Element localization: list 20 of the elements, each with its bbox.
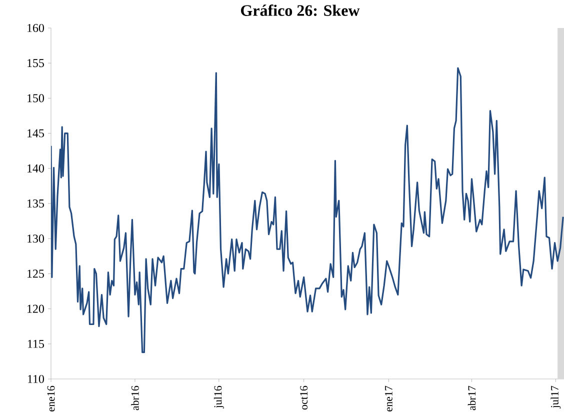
x-tick-label: jul17 [550,386,561,408]
y-tick-label: 130 [28,234,44,243]
y-tick-label: 150 [28,94,44,102]
x-tick-label: abr16 [131,386,139,410]
x-tick-label: ene16 [47,386,55,412]
y-tick-label: 140 [28,164,44,172]
y-tick-label: 160 [28,24,44,32]
y-tick-label: 125 [28,270,44,278]
chart-title: Gráfico 26: Skew [241,4,360,16]
y-tick-label: 135 [28,199,44,208]
y-tick-label: 155 [28,59,44,68]
x-tick-label: jul16 [214,386,224,408]
x-tick-label: abr17 [468,386,476,410]
x-tick-label: ene17 [385,386,392,412]
y-tick-label: 110 [28,374,44,384]
y-tick-label: 120 [28,304,44,313]
y-tick-label: 115 [28,340,44,348]
line-series [51,67,564,354]
x-tick-label: oct16 [300,386,308,410]
y-tick-label: 145 [28,129,44,138]
